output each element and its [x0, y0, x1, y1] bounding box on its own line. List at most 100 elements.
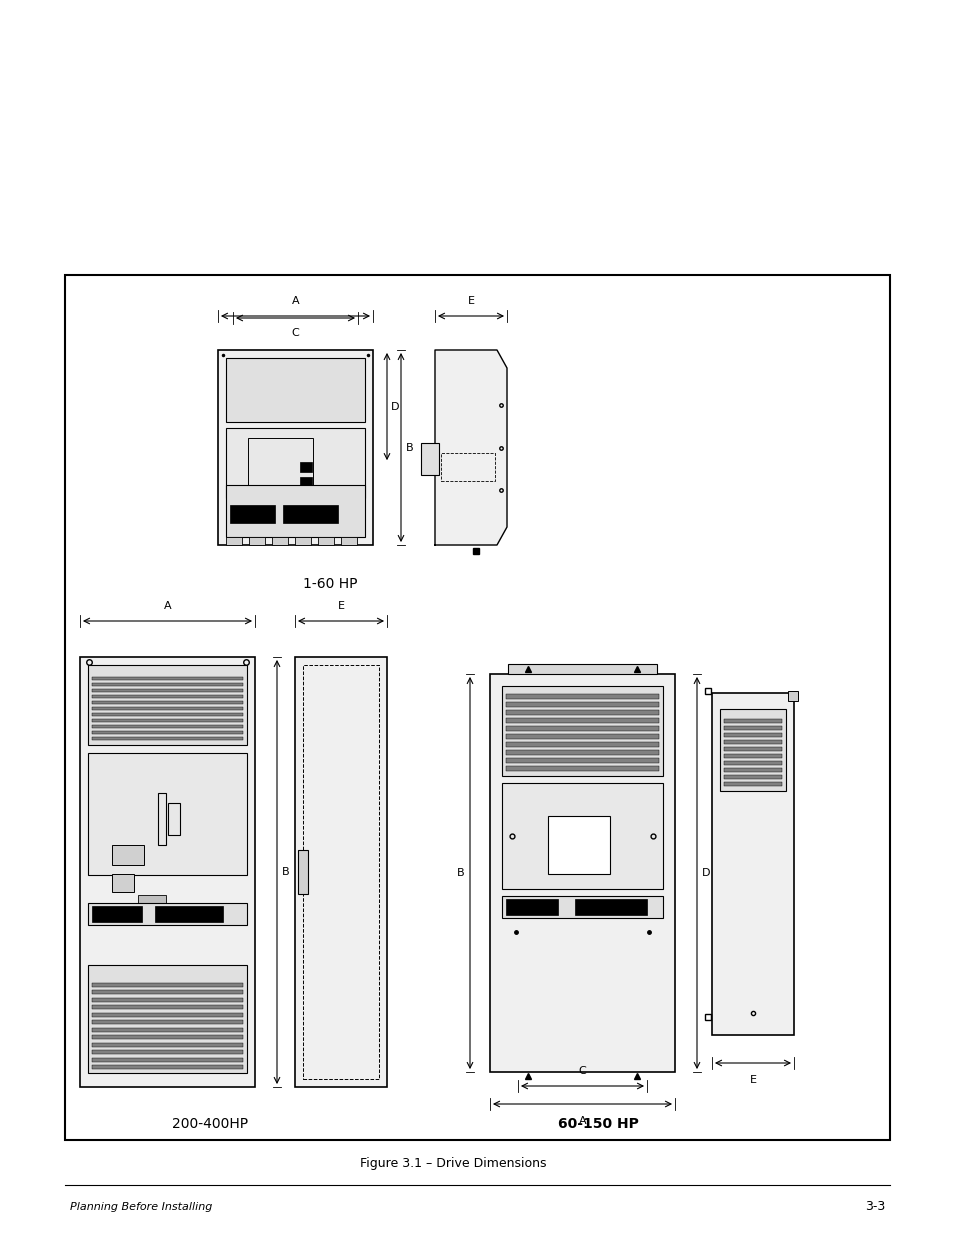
- Text: C: C: [578, 1066, 586, 1076]
- Bar: [91, 1020, 243, 1024]
- Bar: [505, 710, 659, 715]
- Bar: [272, 537, 288, 545]
- Bar: [91, 1005, 243, 1009]
- Bar: [723, 719, 781, 722]
- Bar: [340, 537, 356, 545]
- Bar: [505, 766, 659, 771]
- Bar: [226, 429, 365, 498]
- Bar: [507, 664, 657, 674]
- Bar: [723, 776, 781, 779]
- Bar: [226, 485, 365, 537]
- Bar: [505, 899, 558, 915]
- Bar: [723, 734, 781, 737]
- Bar: [88, 753, 247, 876]
- Bar: [91, 706, 243, 710]
- Text: 3-3: 3-3: [863, 1200, 884, 1214]
- Bar: [303, 664, 378, 1079]
- Bar: [723, 782, 781, 785]
- Bar: [547, 816, 609, 874]
- Bar: [711, 693, 793, 1035]
- Text: A: A: [578, 1116, 586, 1126]
- Bar: [505, 742, 659, 747]
- Bar: [91, 683, 243, 685]
- Bar: [501, 783, 662, 889]
- Bar: [91, 736, 243, 740]
- Bar: [505, 750, 659, 755]
- Bar: [91, 1013, 243, 1016]
- Text: E: E: [749, 1074, 756, 1086]
- Bar: [91, 1050, 243, 1053]
- Text: Planning Before Installing: Planning Before Installing: [70, 1202, 213, 1212]
- Text: 200-400HP: 200-400HP: [172, 1116, 248, 1131]
- Bar: [505, 758, 659, 763]
- Text: A: A: [292, 296, 299, 306]
- Bar: [154, 906, 223, 923]
- Bar: [91, 725, 243, 727]
- Bar: [65, 275, 889, 1140]
- Text: B: B: [282, 867, 290, 877]
- Bar: [299, 462, 312, 472]
- Text: E: E: [337, 601, 344, 611]
- Text: Figure 3.1 – Drive Dimensions: Figure 3.1 – Drive Dimensions: [359, 1157, 546, 1170]
- Bar: [720, 709, 785, 790]
- Bar: [723, 755, 781, 758]
- Bar: [294, 657, 387, 1087]
- Text: A: A: [164, 601, 172, 611]
- Bar: [91, 677, 243, 680]
- Bar: [723, 726, 781, 730]
- Bar: [505, 726, 659, 731]
- Bar: [297, 850, 308, 894]
- Bar: [158, 793, 166, 845]
- Bar: [91, 713, 243, 716]
- Bar: [80, 657, 254, 1087]
- Bar: [723, 740, 781, 743]
- Bar: [299, 477, 312, 487]
- Bar: [91, 983, 243, 987]
- Polygon shape: [435, 350, 506, 545]
- Text: 60-150 HP: 60-150 HP: [557, 1116, 638, 1131]
- Bar: [501, 685, 662, 776]
- Bar: [575, 899, 646, 915]
- Bar: [420, 443, 438, 475]
- Bar: [226, 358, 365, 422]
- Bar: [91, 719, 243, 722]
- Bar: [91, 1028, 243, 1031]
- Text: D: D: [701, 868, 710, 878]
- Bar: [248, 438, 313, 490]
- Bar: [501, 897, 662, 918]
- Bar: [91, 1042, 243, 1046]
- Bar: [91, 906, 142, 923]
- Bar: [112, 845, 144, 864]
- Bar: [490, 674, 675, 1072]
- Bar: [112, 874, 133, 892]
- Bar: [723, 768, 781, 772]
- Bar: [440, 453, 495, 480]
- Bar: [88, 965, 247, 1073]
- Bar: [723, 761, 781, 764]
- Text: D: D: [391, 401, 399, 411]
- Text: B: B: [406, 442, 414, 452]
- Bar: [91, 730, 243, 734]
- Bar: [230, 505, 274, 522]
- Text: C: C: [292, 329, 299, 338]
- Bar: [91, 1035, 243, 1039]
- Bar: [91, 688, 243, 692]
- Bar: [168, 803, 180, 835]
- Text: E: E: [467, 296, 474, 306]
- Bar: [317, 537, 334, 545]
- Bar: [505, 734, 659, 739]
- Bar: [88, 664, 247, 745]
- Text: 1-60 HP: 1-60 HP: [302, 577, 356, 592]
- Bar: [91, 998, 243, 1002]
- Bar: [91, 694, 243, 698]
- Bar: [505, 694, 659, 699]
- Bar: [91, 1065, 243, 1070]
- Bar: [91, 1057, 243, 1062]
- Bar: [226, 537, 242, 545]
- Bar: [505, 701, 659, 706]
- Bar: [91, 700, 243, 704]
- Bar: [218, 350, 373, 545]
- Bar: [91, 990, 243, 994]
- Bar: [88, 903, 247, 925]
- Bar: [138, 895, 166, 906]
